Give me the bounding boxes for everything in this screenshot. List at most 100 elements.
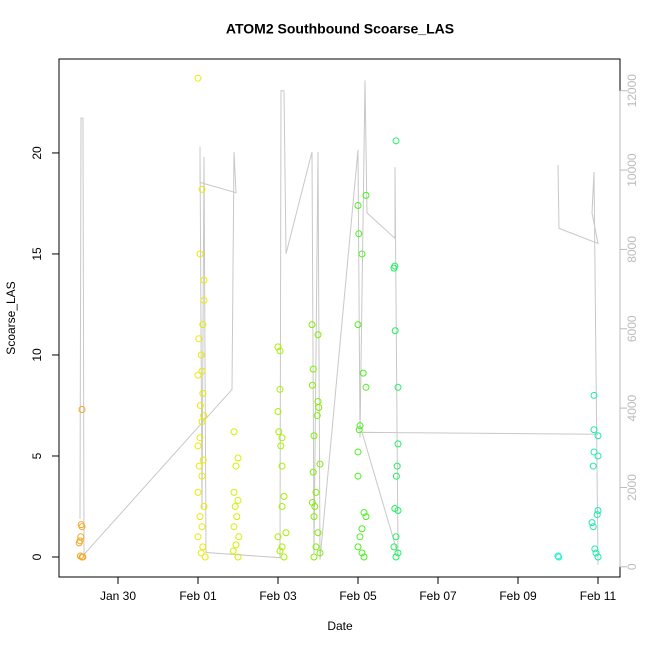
x-tick-label: Feb 01 — [179, 589, 217, 603]
data-point — [591, 545, 599, 553]
data-point — [274, 533, 282, 541]
data-point — [355, 230, 363, 238]
data-point — [308, 381, 316, 389]
data-point — [590, 391, 598, 399]
data-point — [278, 462, 286, 470]
data-point — [589, 523, 597, 531]
data-point — [358, 525, 366, 533]
data-point — [392, 137, 400, 145]
data-point — [198, 523, 206, 531]
data-point — [278, 543, 286, 551]
data-point — [316, 460, 324, 468]
data-point — [78, 523, 86, 531]
data-point — [194, 371, 202, 379]
data-point — [274, 343, 282, 351]
data-point — [362, 191, 370, 199]
data-point — [194, 442, 202, 450]
y2-tick-label: 0 — [625, 563, 639, 570]
x-tick-label: Jan 30 — [100, 589, 136, 603]
data-point — [355, 426, 363, 434]
data-point — [314, 331, 322, 339]
data-point — [592, 549, 600, 557]
data-point — [230, 523, 238, 531]
x-tick-label: Feb 05 — [339, 589, 377, 603]
data-point — [594, 507, 602, 515]
data-point — [394, 440, 402, 448]
data-point — [197, 549, 205, 557]
data-point — [309, 468, 317, 476]
data-point — [234, 454, 242, 462]
data-point — [277, 442, 285, 450]
data-point — [310, 513, 318, 521]
data-point — [199, 456, 207, 464]
data-point — [354, 543, 362, 551]
data-point — [75, 539, 83, 547]
data-point — [278, 502, 286, 510]
data-point — [393, 462, 401, 470]
y-tick-label: 20 — [30, 146, 44, 160]
data-point — [234, 553, 242, 561]
y2-tick-label: 4000 — [625, 394, 639, 421]
data-point — [308, 321, 316, 329]
x-tick-label: Feb 09 — [499, 589, 537, 603]
y2-tick-label: 8000 — [625, 236, 639, 263]
data-point — [390, 543, 398, 551]
data-point — [360, 509, 368, 517]
data-point — [199, 389, 207, 397]
data-point — [235, 533, 243, 541]
data-point — [594, 452, 602, 460]
x-tick-label: Feb 07 — [419, 589, 457, 603]
data-point — [593, 511, 601, 519]
data-point — [229, 547, 237, 555]
data-point — [230, 488, 238, 496]
data-point — [362, 383, 370, 391]
data-point — [391, 327, 399, 335]
y-tick-label: 0 — [30, 553, 44, 560]
data-point — [196, 401, 204, 409]
data-point — [309, 365, 317, 373]
data-point — [194, 533, 202, 541]
data-point — [312, 488, 320, 496]
data-point — [194, 488, 202, 496]
data-point — [194, 74, 202, 82]
data-point — [198, 418, 206, 426]
y2-tick-label: 12000 — [625, 74, 639, 108]
data-point — [358, 549, 366, 557]
data-point — [589, 462, 597, 470]
data-point — [198, 185, 206, 193]
data-point — [394, 383, 402, 391]
data-point — [198, 367, 206, 375]
data-point — [78, 406, 86, 414]
data-point — [354, 321, 362, 329]
data-point — [594, 553, 602, 561]
data-point — [232, 541, 240, 549]
data-point — [359, 369, 367, 377]
data-point — [392, 553, 400, 561]
data-point — [588, 519, 596, 527]
data-point — [354, 201, 362, 209]
data-point — [315, 403, 323, 411]
y2-tick-label: 10000 — [625, 153, 639, 187]
data-point — [354, 448, 362, 456]
data-point — [275, 428, 283, 436]
data-point — [394, 549, 402, 557]
data-point — [554, 552, 562, 560]
data-point — [200, 502, 208, 510]
data-point — [590, 426, 598, 434]
data-point — [356, 422, 364, 430]
y2-tick-label: 2000 — [625, 474, 639, 501]
data-point — [392, 472, 400, 480]
data-point — [394, 507, 402, 515]
data-point — [590, 448, 598, 456]
data-point — [199, 321, 207, 329]
data-point — [196, 434, 204, 442]
data-point — [195, 462, 203, 470]
data-point — [280, 553, 288, 561]
data-point — [276, 385, 284, 393]
x-tick-label: Feb 11 — [580, 589, 617, 603]
y-tick-label: 5 — [30, 452, 44, 459]
data-point — [313, 412, 321, 420]
y-tick-label: 15 — [30, 247, 44, 261]
data-point — [79, 553, 87, 561]
